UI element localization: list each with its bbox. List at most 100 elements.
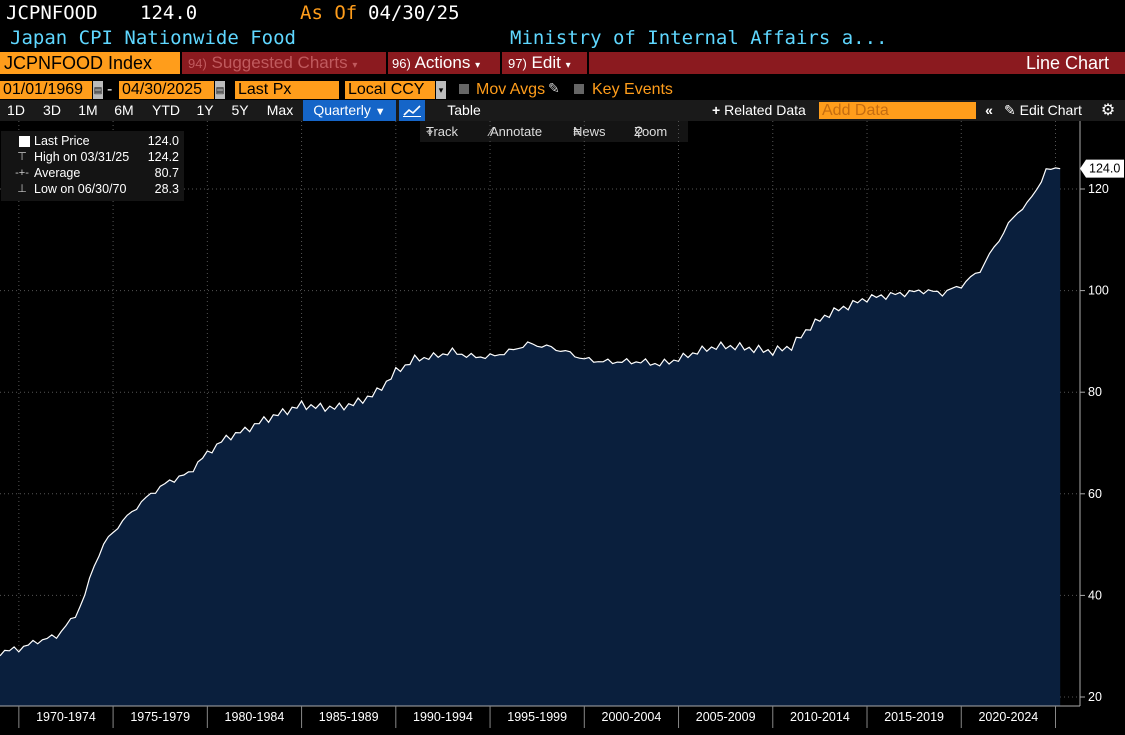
- period-6m[interactable]: 6M: [114, 102, 134, 118]
- chart-type-label: Line Chart: [589, 52, 1125, 74]
- actions-label: Actions: [414, 53, 471, 72]
- pencil-icon[interactable]: ✎: [548, 80, 560, 96]
- legend-last-price: Last Price 124.0: [1, 133, 184, 149]
- x-tick-label: 1980-1984: [225, 710, 285, 724]
- collapse-icon[interactable]: «: [985, 102, 993, 118]
- legend-average: -+- Average 80.7: [1, 165, 184, 181]
- line-chart-icon[interactable]: [399, 100, 425, 121]
- x-tick-label: 1970-1974: [36, 710, 96, 724]
- edit-num: 97): [508, 56, 527, 71]
- x-tick-label: 2010-2014: [790, 710, 850, 724]
- news-label: News: [573, 124, 606, 139]
- x-tick-label: 2000-2004: [602, 710, 662, 724]
- chart-type-text: Line Chart: [1025, 53, 1109, 73]
- frequency-label: Quarterly: [313, 102, 371, 118]
- x-tick-label: 2005-2009: [696, 710, 756, 724]
- pencil-icon: ✎: [1004, 102, 1016, 118]
- chevron-down-icon: ▼: [374, 106, 386, 118]
- magnifier-icon: ⚲: [634, 124, 644, 139]
- legend-high-label: High on 03/31/25: [34, 150, 130, 164]
- plus-icon: +: [712, 102, 721, 118]
- period-max[interactable]: Max: [266, 102, 294, 118]
- function-toolbar: JCPNFOOD Index 94) Suggested Charts ▾ 96…: [0, 51, 1125, 75]
- edit-chart-button[interactable]: ✎ Edit Chart: [1004, 100, 1094, 121]
- key-events-checkbox[interactable]: [574, 84, 584, 94]
- legend-high-value: 124.2: [147, 150, 179, 164]
- chevron-down-icon: ▾: [565, 60, 571, 71]
- chevron-down-icon[interactable]: ▾: [436, 81, 446, 99]
- suggested-charts-button[interactable]: 94) Suggested Charts ▾: [182, 52, 386, 74]
- related-data-label: Related Data: [724, 102, 806, 118]
- pencil-icon: ⁄: [490, 124, 493, 139]
- calendar-icon[interactable]: ▤: [93, 81, 103, 99]
- suggested-label: Suggested Charts: [211, 53, 348, 72]
- x-tick-label: 1990-1994: [413, 710, 473, 724]
- last-value-box: [1080, 159, 1124, 178]
- x-tick-label: 1985-1989: [319, 710, 379, 724]
- track-label: Track: [426, 124, 459, 139]
- actions-button[interactable]: 96) Actions ▾: [388, 52, 500, 74]
- description-header: Japan CPI Nationwide Food Ministry of In…: [0, 27, 1125, 51]
- field-select[interactable]: Last Px: [235, 81, 339, 99]
- security-field-text: JCPNFOOD Index: [4, 53, 153, 73]
- period-1d[interactable]: 1D: [7, 102, 25, 118]
- security-header: JCPNFOOD 124.0 As Of 04/30/25: [0, 0, 1125, 27]
- frequency-dropdown[interactable]: Quarterly ▼: [303, 100, 396, 121]
- y-tick-label: 40: [1088, 588, 1102, 602]
- legend-last-value: 124.0: [147, 134, 179, 148]
- suggested-num: 94): [188, 56, 207, 71]
- period-1y[interactable]: 1Y: [196, 102, 214, 118]
- legend-low-label: Low on 06/30/70: [34, 182, 127, 196]
- x-tick-label: 2015-2019: [884, 710, 944, 724]
- data-source: Ministry of Internal Affairs a...: [510, 27, 888, 49]
- mov-avgs-checkbox[interactable]: [459, 84, 469, 94]
- y-axis: 20 40 60 80 100 120: [1079, 121, 1109, 706]
- period-ytd[interactable]: YTD: [152, 102, 180, 118]
- high-marker-icon: ⊤: [17, 151, 27, 163]
- end-date-input[interactable]: 04/30/2025: [119, 81, 214, 99]
- period-3d[interactable]: 3D: [43, 102, 61, 118]
- y-tick-label: 60: [1088, 487, 1102, 501]
- gear-icon[interactable]: ⚙: [1100, 102, 1116, 119]
- legend-avg-label: Average: [34, 166, 81, 180]
- y-tick-label: 100: [1088, 284, 1109, 298]
- period-bar: 1D 3D 1M 6M YTD 1Y 5Y Max Quarterly ▼ Ta…: [0, 100, 1125, 121]
- legend-high: ⊤ High on 03/31/25 124.2: [1, 149, 184, 165]
- last-value-label: 124.0: [1089, 162, 1120, 176]
- period-1m[interactable]: 1M: [78, 102, 98, 118]
- zoom-label: Zoom: [634, 124, 668, 139]
- x-tick-label: 1995-1999: [507, 710, 567, 724]
- last-price: 124.0: [140, 2, 198, 24]
- related-data-button[interactable]: + Related Data: [712, 100, 807, 121]
- key-events-label[interactable]: Key Events: [592, 81, 673, 98]
- period-5y[interactable]: 5Y: [231, 102, 249, 118]
- date-separator: -: [107, 81, 113, 98]
- edit-label: Edit: [531, 53, 561, 72]
- edit-button[interactable]: 97) Edit ▾: [502, 52, 587, 74]
- as-of-date: 04/30/25: [368, 2, 460, 24]
- y-tick-label: 80: [1088, 385, 1102, 399]
- ticker: JCPNFOOD: [6, 2, 98, 24]
- currency-select[interactable]: Local CCY: [345, 81, 435, 99]
- table-button[interactable]: Table: [447, 102, 481, 118]
- legend-avg-value: 80.7: [154, 166, 179, 180]
- white-square-icon: [19, 136, 30, 147]
- chart-legend: Last Price 124.0 ⊤ High on 03/31/25 124.…: [1, 131, 184, 201]
- security-description: Japan CPI Nationwide Food: [10, 27, 296, 49]
- parameters-bar: 01/01/1969 ▤ - 04/30/2025 ▤ Last Px Loca…: [0, 80, 1125, 100]
- security-field[interactable]: JCPNFOOD Index: [0, 52, 180, 74]
- start-date-input[interactable]: 01/01/1969: [0, 81, 92, 99]
- x-tick-label: 2020-2024: [978, 710, 1038, 724]
- x-tick-label: 1975-1979: [130, 710, 190, 724]
- add-data-input[interactable]: Add Data: [819, 102, 976, 119]
- chevron-down-icon: ▾: [352, 60, 358, 71]
- news-icon: ≡: [573, 124, 581, 139]
- calendar-icon[interactable]: ▤: [215, 81, 225, 99]
- low-marker-icon: ⊥: [17, 183, 27, 195]
- x-axis: 1970-1974 1975-1979 1980-1984 1985-1989 1990…: [0, 705, 1080, 728]
- legend-last-label: Last Price: [34, 134, 90, 148]
- mov-avgs-label[interactable]: Mov Avgs: [476, 81, 546, 98]
- actions-num: 96): [392, 56, 411, 71]
- y-tick-label: 120: [1088, 182, 1109, 196]
